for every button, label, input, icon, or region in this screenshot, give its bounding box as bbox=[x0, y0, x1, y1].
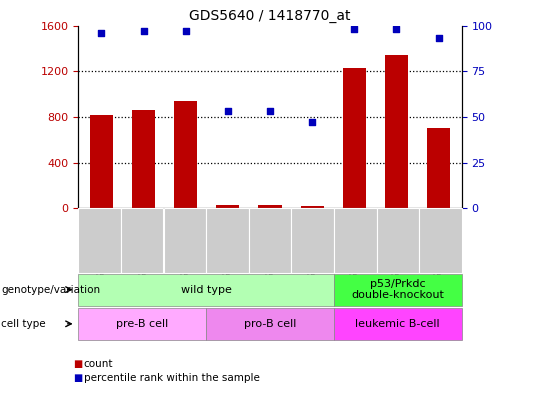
Point bbox=[181, 28, 190, 34]
Text: cell type: cell type bbox=[1, 319, 46, 329]
Point bbox=[97, 30, 106, 36]
Bar bbox=[90, 115, 113, 208]
Point bbox=[434, 35, 443, 42]
Text: ■: ■ bbox=[73, 373, 82, 383]
Text: percentile rank within the sample: percentile rank within the sample bbox=[84, 373, 260, 383]
Bar bbox=[385, 55, 408, 208]
Text: pro-B cell: pro-B cell bbox=[244, 319, 296, 329]
Text: count: count bbox=[84, 359, 113, 369]
Text: pre-B cell: pre-B cell bbox=[116, 319, 168, 329]
Bar bbox=[132, 110, 155, 208]
Bar bbox=[174, 101, 197, 208]
Title: GDS5640 / 1418770_at: GDS5640 / 1418770_at bbox=[189, 9, 351, 23]
Bar bbox=[217, 206, 239, 208]
Point bbox=[266, 108, 274, 115]
Bar bbox=[343, 68, 366, 208]
Text: wild type: wild type bbox=[181, 285, 232, 295]
Bar bbox=[259, 205, 281, 208]
Text: p53/Prkdc
double-knockout: p53/Prkdc double-knockout bbox=[352, 279, 444, 300]
Point bbox=[224, 108, 232, 115]
Text: leukemic B-cell: leukemic B-cell bbox=[355, 319, 440, 329]
Bar bbox=[427, 129, 450, 208]
Point bbox=[350, 26, 359, 32]
Point bbox=[139, 28, 148, 34]
Text: ■: ■ bbox=[73, 359, 82, 369]
Text: genotype/variation: genotype/variation bbox=[1, 285, 100, 295]
Bar bbox=[301, 206, 323, 208]
Point bbox=[392, 26, 401, 32]
Point bbox=[308, 119, 316, 125]
